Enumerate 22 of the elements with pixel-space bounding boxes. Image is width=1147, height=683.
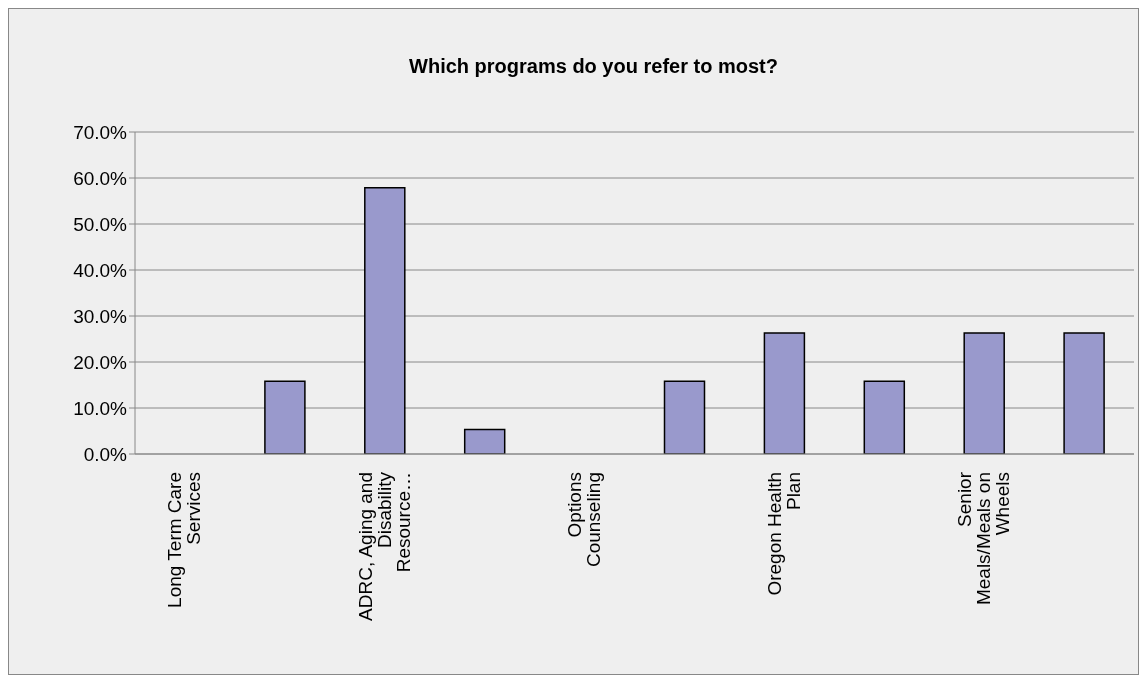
chart-title: Which programs do you refer to most? [408, 55, 779, 78]
y-tick-label: 0.0% [83, 443, 128, 465]
bar [463, 428, 506, 454]
y-tick-label: 10.0% [73, 397, 128, 419]
bar [763, 332, 806, 454]
y-tick-label: 30.0% [73, 305, 128, 327]
x-tick-label: Oregon Health Plan [763, 472, 804, 596]
bar [963, 332, 1005, 454]
bar [364, 186, 406, 454]
x-tick-label: Options Counseling [564, 472, 605, 568]
y-tick-label: 50.0% [73, 213, 128, 235]
y-tick-label: 20.0% [73, 351, 128, 373]
y-tick-label: 60.0% [73, 167, 128, 189]
x-tick-label: ADRC, Aging and Disability Resource… [354, 471, 414, 621]
y-tick-label: 70.0% [73, 121, 128, 143]
bar [264, 380, 306, 454]
x-tick-label: Senior Meals/Meals on Wheels [954, 471, 1014, 606]
x-tick-label: Long Term Care Services [164, 472, 205, 608]
bar [863, 380, 906, 454]
bar [1063, 332, 1105, 454]
bar [663, 380, 706, 454]
y-tick-label: 40.0% [73, 259, 128, 281]
